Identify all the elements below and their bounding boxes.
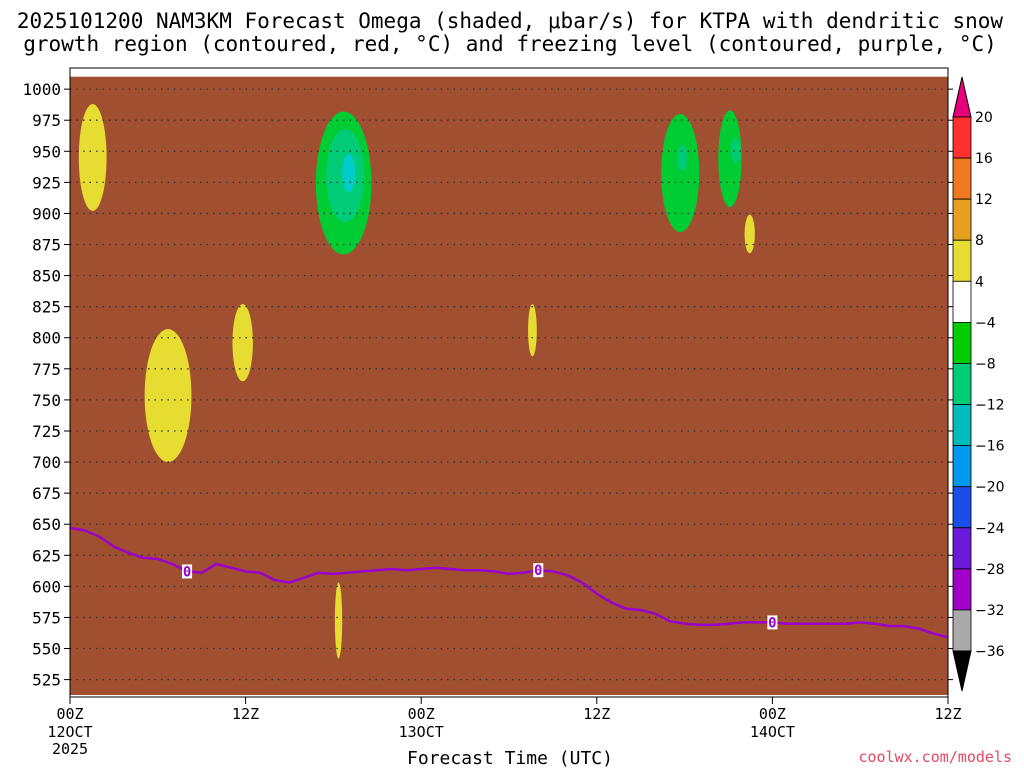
omega-colorbar: 20 16 12 8 4 −4 −8 −12 −16 −20 −24 −28 −32 −36: [952, 76, 1005, 692]
y-tick-label-800: 800: [32, 329, 61, 348]
chart-title-line-1: 2025101200 NAM3KM Forecast Omega (shaded…: [17, 9, 1004, 33]
x-tick-label-1: 12Z: [232, 705, 259, 723]
colorbar-label-9: −20: [975, 480, 1005, 496]
y-tick-label-575: 575: [32, 608, 61, 627]
y-tick-label-775: 775: [32, 360, 61, 379]
y-tick-label-825: 825: [32, 298, 61, 317]
x-tick-label-3: 12Z: [583, 705, 610, 723]
pressure-axis: 525 550 575 600 625 650 675 700 725 750 775 800 825 8…: [22, 80, 953, 690]
colorbar-label-6: −8: [975, 356, 996, 372]
colorbar-bin-2: [952, 198, 972, 241]
colorbar-bin-0: [952, 116, 972, 159]
colorbar-bin-6: [952, 363, 972, 405]
colorbar-bottom-arrow: [952, 650, 972, 692]
colorbar-bin-11: [952, 568, 972, 611]
colorbar-top-arrow: [952, 76, 972, 118]
chart-title-line-2: growth region (contoured, red, °C) and f…: [23, 32, 997, 56]
y-tick-label-700: 700: [32, 453, 61, 472]
freezing-level-label-0: 0: [183, 564, 191, 580]
omega-region-3: [334, 582, 343, 659]
x-tick-label-4: 00Z: [759, 705, 786, 723]
y-tick-label-875: 875: [32, 236, 61, 255]
omega-region-10: [342, 153, 356, 193]
colorbar-label-2: 12: [975, 192, 993, 208]
colorbar-label-13: −36: [975, 644, 1005, 660]
colorbar-bin-4: [952, 280, 972, 323]
omega-region-5: [744, 214, 755, 254]
omega-region-7: [661, 113, 700, 233]
y-tick-label-675: 675: [32, 484, 61, 503]
y-tick-label-625: 625: [32, 546, 61, 565]
colorbar-label-0: 20: [975, 110, 993, 126]
colorbar-bin-10: [952, 527, 972, 570]
colorbar-label-7: −12: [975, 398, 1005, 414]
y-tick-label-600: 600: [32, 577, 61, 596]
x-tick-date-2: 13OCT: [399, 723, 444, 741]
credit-text: coolwx.com/models: [858, 748, 1012, 766]
terrain-layer: [70, 76, 948, 695]
freezing-level-line: [69, 526, 949, 639]
plot-frame: [69, 67, 949, 698]
x-tick-label-0: 00Z: [56, 705, 83, 723]
freezing-level-label-bg-1: [533, 563, 544, 578]
y-tick-label-525: 525: [32, 671, 61, 690]
y-tick-label-925: 925: [32, 173, 61, 192]
freezing-level-label-bg-2: [767, 615, 778, 630]
y-tick-label-550: 550: [32, 640, 61, 659]
colorbar-label-10: −24: [975, 521, 1005, 537]
omega-region-8: [718, 110, 742, 208]
terrain-band: [70, 76, 948, 695]
y-tick-label-900: 900: [32, 204, 61, 223]
omega-region-2: [232, 304, 253, 382]
x-tick-year-0: 2025: [52, 740, 88, 758]
y-tick-label-750: 750: [32, 391, 61, 410]
colorbar-bin-5: [952, 321, 972, 364]
freezing-level-label-1: 0: [534, 563, 542, 579]
colorbar-label-12: −32: [975, 603, 1005, 619]
y-tick-label-975: 975: [32, 111, 61, 130]
colorbar-bin-1: [952, 157, 972, 200]
y-tick-label-725: 725: [32, 422, 61, 441]
freezing-level-layer: 0 0 0: [69, 526, 949, 639]
x-tick-label-2: 00Z: [408, 705, 435, 723]
x-tick-date-0: 12OCT: [47, 723, 92, 741]
colorbar-bin-8: [952, 445, 972, 488]
x-tick-label-5: 12Z: [934, 705, 961, 723]
omega-region-12: [731, 137, 741, 164]
colorbar-label-11: −28: [975, 562, 1005, 578]
omega-region-4: [528, 304, 537, 357]
colorbar-label-4: 4: [975, 274, 984, 290]
colorbar-label-8: −16: [975, 439, 1005, 455]
y-tick-label-650: 650: [32, 515, 61, 534]
colorbar-label-3: 8: [975, 233, 984, 249]
colorbar-bin-3: [952, 239, 972, 282]
colorbar-bin-12: [952, 609, 972, 652]
x-tick-date-4: 14OCT: [750, 723, 795, 741]
freezing-level-label-bg-0: [182, 564, 193, 579]
y-tick-label-950: 950: [32, 142, 61, 161]
colorbar-label-1: 16: [975, 151, 993, 167]
colorbar-bin-7: [952, 404, 972, 447]
omega-region-11: [677, 145, 688, 172]
colorbar-bin-9: [952, 486, 972, 529]
freezing-level-label-2: 0: [768, 615, 776, 631]
x-axis-title: Forecast Time (UTC): [407, 748, 613, 768]
omega-region-0: [78, 104, 107, 211]
colorbar-label-5: −4: [975, 315, 996, 331]
y-tick-label-850: 850: [32, 267, 61, 286]
omega-region-1: [144, 329, 192, 463]
y-tick-label-1000: 1000: [22, 80, 61, 99]
